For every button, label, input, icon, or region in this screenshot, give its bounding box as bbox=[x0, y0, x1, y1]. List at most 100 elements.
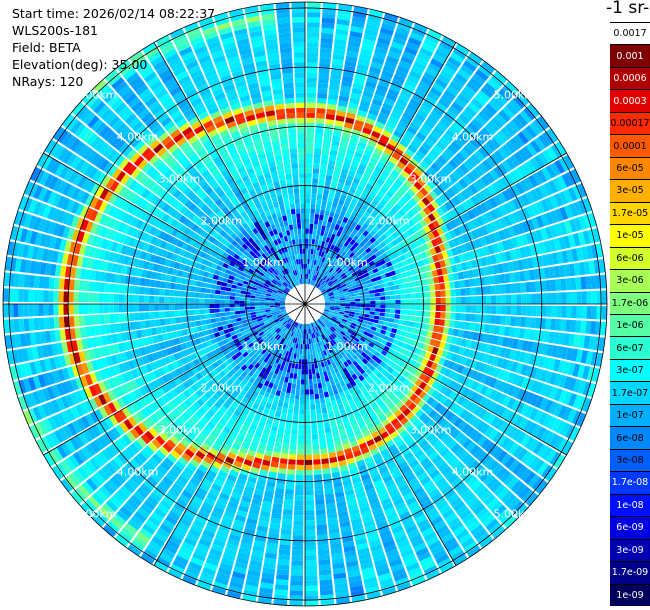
gate-cell bbox=[426, 180, 436, 190]
gate-cell bbox=[144, 224, 153, 234]
gate-cell bbox=[474, 192, 484, 204]
gate-cell bbox=[269, 253, 275, 259]
gate-cell bbox=[284, 204, 290, 211]
gate-cell bbox=[365, 166, 374, 174]
gate-cell bbox=[386, 55, 399, 65]
gate-cell bbox=[244, 265, 251, 271]
gate-cell bbox=[188, 31, 203, 42]
gate-cell bbox=[352, 177, 361, 185]
gate-cell bbox=[319, 261, 324, 268]
gate-cell bbox=[209, 294, 215, 299]
gate-cell bbox=[307, 284, 310, 290]
gate-cell bbox=[461, 109, 474, 121]
gate-cell bbox=[254, 260, 261, 266]
gate-cell bbox=[176, 240, 184, 248]
gate-cell bbox=[290, 305, 296, 307]
gate-cell bbox=[147, 353, 155, 363]
gate-cell bbox=[568, 203, 578, 217]
gate-cell bbox=[307, 289, 310, 295]
gate-cell bbox=[309, 218, 314, 224]
gate-cell bbox=[245, 339, 252, 345]
gate-cell bbox=[461, 129, 473, 141]
gate-cell bbox=[298, 290, 301, 295]
gate-cell bbox=[532, 172, 543, 186]
gate-cell bbox=[269, 348, 275, 355]
gate-cell bbox=[121, 109, 134, 122]
gate-cell bbox=[314, 138, 323, 144]
gate-cell bbox=[347, 286, 353, 290]
gate-cell bbox=[364, 294, 371, 298]
gate-cell bbox=[111, 167, 122, 180]
gate-cell bbox=[94, 325, 101, 336]
gate-cell bbox=[291, 320, 295, 326]
gate-cell bbox=[110, 98, 124, 111]
gate-cell bbox=[406, 126, 418, 136]
gate-cell bbox=[189, 477, 201, 487]
gate-cell bbox=[209, 333, 216, 340]
gate-cell bbox=[298, 295, 302, 301]
gate-cell bbox=[185, 112, 197, 122]
gate-cell bbox=[327, 290, 333, 294]
gate-cell bbox=[137, 159, 148, 170]
gate-cell bbox=[294, 254, 298, 260]
gate-cell bbox=[36, 389, 46, 404]
gate-cell bbox=[306, 72, 318, 78]
gate-cell bbox=[139, 312, 145, 321]
gate-cell bbox=[109, 517, 123, 530]
ray bbox=[305, 103, 540, 304]
gate-cell bbox=[341, 274, 348, 280]
gate-cell bbox=[46, 249, 54, 262]
gate-cell bbox=[297, 307, 302, 312]
gate-cell bbox=[354, 151, 363, 159]
gate-cell bbox=[88, 315, 95, 325]
gate-cell bbox=[308, 264, 312, 270]
gate-cell bbox=[311, 269, 315, 275]
gate-cell bbox=[205, 283, 212, 289]
gate-cell bbox=[269, 166, 277, 173]
gate-cell bbox=[115, 243, 124, 254]
gate-cell bbox=[300, 203, 305, 209]
gate-cell bbox=[377, 255, 384, 262]
gate-cell bbox=[278, 232, 284, 238]
gate-cell bbox=[585, 276, 592, 290]
gate-cell bbox=[568, 263, 576, 277]
gate-cell bbox=[288, 250, 292, 256]
gate-cell bbox=[278, 288, 284, 293]
gate-cell bbox=[126, 133, 138, 145]
gate-cell bbox=[379, 74, 392, 84]
gate-cell bbox=[346, 263, 352, 270]
ray bbox=[305, 43, 470, 304]
gate-cell bbox=[155, 238, 163, 247]
gate-cell bbox=[119, 126, 131, 138]
gate-cell bbox=[222, 111, 233, 120]
gate-cell bbox=[165, 491, 178, 502]
gate-cell bbox=[236, 285, 242, 290]
gate-cell bbox=[258, 371, 265, 378]
gate-cell bbox=[230, 361, 238, 368]
gate-cell bbox=[381, 278, 388, 284]
gate-cell bbox=[348, 203, 356, 210]
gate-cell bbox=[254, 334, 260, 340]
gate-cell bbox=[240, 364, 248, 371]
gate-cell bbox=[143, 548, 158, 561]
gate-cell bbox=[300, 304, 305, 306]
gate-cell bbox=[269, 208, 276, 215]
gate-cell bbox=[186, 386, 195, 395]
gate-cell bbox=[273, 332, 278, 338]
gate-cell bbox=[345, 271, 352, 277]
gate-cell bbox=[449, 281, 456, 289]
gate-cell bbox=[263, 320, 269, 325]
gate-cell bbox=[164, 304, 170, 311]
ray bbox=[305, 2, 321, 304]
gate-cell bbox=[240, 313, 246, 318]
gate-cell bbox=[483, 187, 493, 199]
gate-cell bbox=[292, 27, 305, 33]
gate-cell bbox=[151, 511, 164, 523]
gate-cell bbox=[219, 418, 228, 426]
gate-cell bbox=[290, 307, 296, 310]
gate-cell bbox=[441, 267, 448, 275]
gate-cell bbox=[291, 282, 295, 287]
gate-cell bbox=[214, 308, 220, 313]
gate-cell bbox=[85, 443, 97, 457]
gate-cell bbox=[280, 226, 286, 232]
